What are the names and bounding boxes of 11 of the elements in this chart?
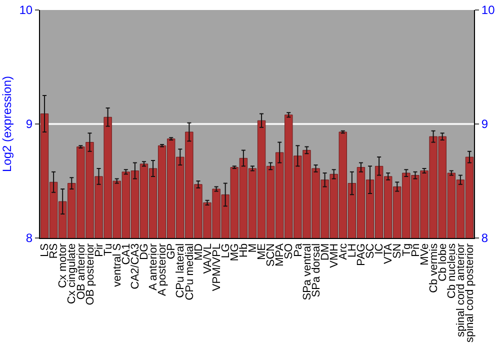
x-tick-label: MVe — [418, 243, 431, 266]
y-tick-label: 8 — [26, 231, 33, 246]
x-tick-label: CPu medial — [184, 243, 196, 300]
y2-tick-label: 10 — [481, 3, 496, 18]
x-tick-label: A posterior — [156, 243, 169, 296]
y2-tick-label: 9 — [481, 117, 488, 132]
y-axis-title: Log2 (expression) — [0, 76, 14, 172]
y-tick-label: 10 — [19, 3, 33, 18]
x-tick-label: spinal cord posterior — [464, 243, 476, 342]
y-tick-label: 9 — [26, 117, 33, 132]
y2-tick-label: 8 — [481, 231, 488, 246]
